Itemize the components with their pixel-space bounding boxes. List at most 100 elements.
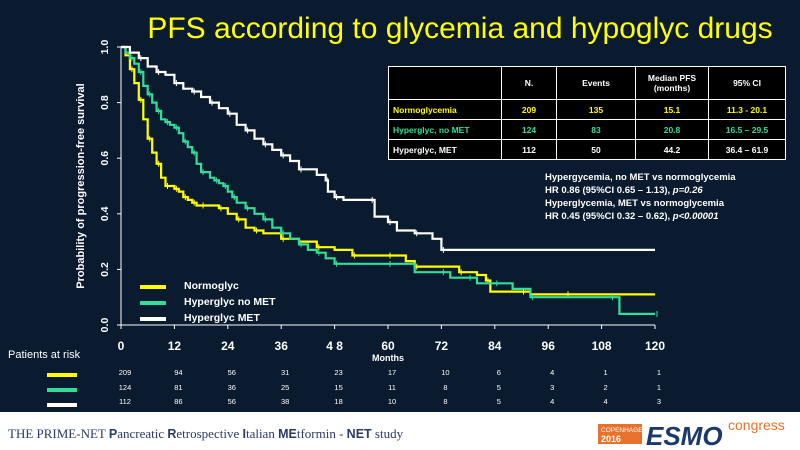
series-layer — [121, 45, 658, 317]
risk-count: 124 — [119, 383, 132, 392]
x-tick-label: 120 — [645, 339, 665, 353]
footer-word-rest: etrospective — [176, 426, 243, 441]
x-tick-label: 84 — [488, 339, 502, 353]
risk-count: 6 — [497, 368, 501, 377]
footer-initial: R — [167, 427, 177, 441]
risk-count: 1 — [604, 368, 608, 377]
risk-count: 36 — [228, 383, 236, 392]
footer-prefix: THE PRIME-NET — [8, 426, 109, 441]
risk-count: 10 — [441, 368, 449, 377]
comparison-line-4: HR 0.45 (95%CI 0.32 – 0.62), p<0.00001 — [545, 210, 736, 223]
x-tick-label: 96 — [542, 339, 556, 353]
footer-initial: ME — [278, 427, 297, 441]
stats-header-row: N. Events Median PFS (months) 95% CI — [388, 66, 786, 100]
footer-band — [0, 412, 800, 450]
series-line-1 — [121, 45, 655, 315]
risk-swatch-hyper-no-met — [47, 388, 77, 392]
x-tick-label: 4 8 — [326, 339, 343, 353]
x-tick-label: 24 — [221, 339, 235, 353]
km-chart: 0 12 24 36 4 8 60 72 84 96 108 1200.00.20.40.60.81… — [75, 40, 665, 406]
comparison-line-3: Hyperglycemia, MET vs normoglycemia — [545, 198, 724, 209]
series-line-0 — [121, 45, 655, 296]
risk-count: 38 — [281, 397, 289, 406]
stats-label: Normoglycemia — [388, 99, 502, 120]
x-axis-label: Months — [372, 353, 404, 363]
risk-count: 8 — [443, 397, 447, 406]
risk-count: 2 — [604, 383, 608, 392]
stats-events: 135 — [556, 99, 636, 120]
logo-suffix: congress — [728, 418, 785, 433]
stats-n: 124 — [501, 119, 557, 140]
stats-header-events: Events — [556, 66, 636, 100]
y-tick-label: 0.4 — [99, 206, 111, 221]
legend-swatch — [140, 285, 166, 289]
slide-title: PFS according to glycemia and hypoglyc d… — [147, 12, 773, 45]
y-tick-label: 0.2 — [99, 262, 111, 277]
stats-median: 15.1 — [635, 99, 709, 120]
stats-header-ci: 95% CI — [708, 66, 786, 100]
stats-median: 20.8 — [635, 119, 709, 140]
x-tick-label: 36 — [275, 339, 289, 353]
stats-events: 83 — [556, 119, 636, 140]
hr-text: HR 0.86 (95%CI 0.65 – 1.13), — [545, 185, 673, 196]
legend-label: Hyperglyc no MET — [184, 296, 276, 308]
stats-median: 44.2 — [635, 139, 709, 160]
footer-initial: I — [242, 427, 246, 441]
risk-count: 1 — [657, 368, 661, 377]
y-tick-label: 1.0 — [99, 40, 111, 55]
series-line-2 — [121, 45, 655, 251]
risk-count: 209 — [119, 368, 132, 377]
p-value: p<0.00001 — [672, 211, 719, 222]
slide: PFS according to glycemia and hypoglyc d… — [0, 0, 800, 412]
risk-count: 8 — [443, 383, 447, 392]
footer-initial: P — [108, 427, 118, 441]
esmo-congress-logo: COPENHAGEN 2016 ESMO congress — [598, 418, 785, 448]
x-tick-label: 72 — [435, 339, 449, 353]
logo-year: 2016 — [601, 434, 621, 444]
risk-count: 23 — [334, 368, 342, 377]
x-tick-label: 0 — [118, 339, 125, 353]
stats-row-hyper-met: Hyperglyc, MET 112 50 44.2 36.4 – 61.9 — [388, 139, 786, 160]
stats-header-blank — [388, 66, 502, 100]
risk-count: 1 — [657, 383, 661, 392]
risk-count: 4 — [550, 397, 554, 406]
risk-count: 94 — [174, 368, 182, 377]
risk-count: 81 — [174, 383, 182, 392]
risk-swatch-normo — [47, 373, 77, 377]
legend-swatch — [140, 301, 166, 305]
chart-axes: 0 12 24 36 4 8 60 72 84 96 108 120 0.0 0.2 0.4 0.6 0.8 1… — [75, 40, 665, 363]
footer-word-rest: study — [371, 426, 404, 441]
risk-count: 15 — [334, 383, 342, 392]
risk-count: 25 — [281, 383, 289, 392]
footer-word-rest: tformin - — [296, 426, 347, 441]
footer-word-rest: talian — [245, 426, 279, 441]
logo-badge — [598, 424, 642, 444]
stats-ci: 11.3 - 20.1 — [708, 99, 786, 120]
comparison-line-1: Hypergycemia, no MET vs normoglycemia — [545, 172, 736, 183]
stats-ci: 36.4 – 61.9 — [708, 139, 786, 160]
stats-n: 209 — [501, 99, 557, 120]
p-value: p=0.26 — [672, 185, 703, 196]
legend-swatch — [140, 317, 166, 321]
footer-word-rest: ancreatic — [117, 426, 168, 441]
stats-events: 50 — [556, 139, 636, 160]
risk-count: 4 — [604, 397, 608, 406]
x-tick-label: 12 — [168, 339, 182, 353]
stats-table: N. Events Median PFS (months) 95% CI Nor… — [388, 66, 786, 160]
risk-count: 18 — [334, 397, 342, 406]
risk-count: 11 — [388, 383, 396, 392]
logo-brand: ESMO — [646, 421, 723, 448]
stats-row-hyper-no-met: Hyperglyc, no MET 124 83 20.8 16.5 – 29.… — [388, 119, 786, 140]
y-axis-label: Probability of progression-free survival — [75, 83, 87, 288]
risk-count: 86 — [174, 397, 182, 406]
risk-count: 56 — [228, 368, 236, 377]
risk-count: 31 — [281, 368, 289, 377]
y-tick-label: 0.6 — [99, 151, 111, 166]
risk-count: 112 — [119, 397, 131, 406]
x-tick-label: 108 — [592, 339, 612, 353]
risk-count: 10 — [388, 397, 396, 406]
risk-count: 3 — [550, 383, 554, 392]
risk-count: 5 — [497, 383, 501, 392]
stats-row-normo: Normoglycemia 209 135 15.1 11.3 - 20.1 — [388, 99, 786, 120]
